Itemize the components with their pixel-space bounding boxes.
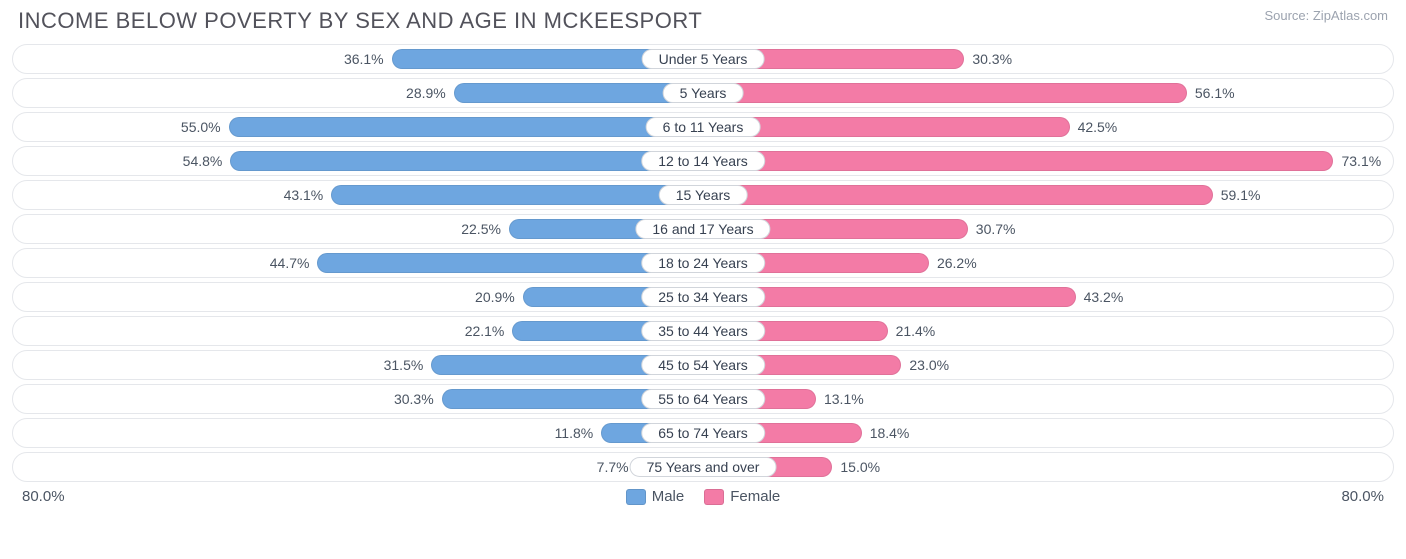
legend-item-male: Male [626,488,685,505]
male-value-label: 22.5% [461,221,501,237]
row-left-half: 11.8% [13,419,703,447]
male-bar [229,117,703,137]
chart-row: 54.8% 73.1% 12 to 14 Years [12,146,1394,176]
legend-label-female: Female [730,488,780,505]
female-value-label: 43.2% [1084,289,1124,305]
chart-rows: 36.1% 30.3% Under 5 Years 28.9% 56.1% 5 Years… [12,44,1394,482]
chart-footer: 80.0% Male Female 80.0% [12,482,1394,505]
male-value-label: 11.8% [555,425,594,441]
row-left-half: 36.1% [13,45,703,73]
row-right-half: 30.7% [703,215,1393,243]
row-right-half: 42.5% [703,113,1393,141]
legend-item-female: Female [704,488,780,505]
row-right-half: 21.4% [703,317,1393,345]
female-value-label: 21.4% [896,323,936,339]
female-value-label: 26.2% [937,255,977,271]
male-value-label: 28.9% [406,85,446,101]
legend: Male Female [626,488,781,505]
axis-end-left: 80.0% [22,488,65,505]
category-badge: 55 to 64 Years [641,389,765,409]
male-value-label: 22.1% [465,323,505,339]
row-left-half: 54.8% [13,147,703,175]
female-value-label: 13.1% [824,391,864,407]
chart-row: 7.7% 15.0% 75 Years and over [12,452,1394,482]
row-left-half: 28.9% [13,79,703,107]
male-value-label: 43.1% [284,187,324,203]
row-left-half: 44.7% [13,249,703,277]
category-badge: 5 Years [663,83,744,103]
male-value-label: 7.7% [597,459,629,475]
row-left-half: 20.9% [13,283,703,311]
category-badge: 45 to 54 Years [641,355,765,375]
female-value-label: 15.0% [840,459,880,475]
chart-row: 22.1% 21.4% 35 to 44 Years [12,316,1394,346]
row-right-half: 23.0% [703,351,1393,379]
row-left-half: 22.1% [13,317,703,345]
male-value-label: 54.8% [183,153,223,169]
category-badge: Under 5 Years [642,49,765,69]
row-left-half: 55.0% [13,113,703,141]
female-value-label: 56.1% [1195,85,1235,101]
category-badge: 18 to 24 Years [641,253,765,273]
female-value-label: 23.0% [909,357,949,373]
male-value-label: 36.1% [344,51,384,67]
chart-container: INCOME BELOW POVERTY BY SEX AND AGE IN M… [0,0,1406,511]
female-bar [703,151,1333,171]
row-right-half: 13.1% [703,385,1393,413]
male-value-label: 31.5% [384,357,424,373]
category-badge: 75 Years and over [630,457,777,477]
row-left-half: 31.5% [13,351,703,379]
category-badge: 6 to 11 Years [646,117,761,137]
row-right-half: 15.0% [703,453,1393,481]
category-badge: 65 to 74 Years [641,423,765,443]
male-value-label: 55.0% [181,119,221,135]
female-value-label: 30.3% [972,51,1012,67]
legend-swatch-male [626,489,646,505]
chart-row: 36.1% 30.3% Under 5 Years [12,44,1394,74]
female-bar [703,83,1187,103]
row-left-half: 22.5% [13,215,703,243]
legend-label-male: Male [652,488,685,505]
row-right-half: 43.2% [703,283,1393,311]
chart-row: 43.1% 59.1% 15 Years [12,180,1394,210]
female-value-label: 18.4% [870,425,910,441]
row-left-half: 30.3% [13,385,703,413]
chart-row: 20.9% 43.2% 25 to 34 Years [12,282,1394,312]
chart-row: 30.3% 13.1% 55 to 64 Years [12,384,1394,414]
row-right-half: 30.3% [703,45,1393,73]
category-badge: 12 to 14 Years [641,151,765,171]
female-value-label: 59.1% [1221,187,1261,203]
chart-source: Source: ZipAtlas.com [1264,8,1388,23]
legend-swatch-female [704,489,724,505]
category-badge: 15 Years [659,185,748,205]
chart-row: 28.9% 56.1% 5 Years [12,78,1394,108]
male-bar [230,151,703,171]
row-right-half: 18.4% [703,419,1393,447]
row-right-half: 26.2% [703,249,1393,277]
row-left-half: 7.7% [13,453,703,481]
row-right-half: 56.1% [703,79,1393,107]
female-value-label: 73.1% [1341,153,1381,169]
male-value-label: 44.7% [270,255,310,271]
chart-title: INCOME BELOW POVERTY BY SEX AND AGE IN M… [18,8,702,34]
chart-row: 55.0% 42.5% 6 to 11 Years [12,112,1394,142]
axis-end-right: 80.0% [1341,488,1384,505]
chart-header: INCOME BELOW POVERTY BY SEX AND AGE IN M… [12,8,1394,44]
male-value-label: 20.9% [475,289,515,305]
row-right-half: 73.1% [703,147,1393,175]
category-badge: 35 to 44 Years [641,321,765,341]
male-bar [331,185,703,205]
female-value-label: 30.7% [976,221,1016,237]
row-left-half: 43.1% [13,181,703,209]
female-bar [703,185,1213,205]
chart-row: 31.5% 23.0% 45 to 54 Years [12,350,1394,380]
female-value-label: 42.5% [1078,119,1118,135]
row-right-half: 59.1% [703,181,1393,209]
category-badge: 16 and 17 Years [635,219,770,239]
male-value-label: 30.3% [394,391,434,407]
category-badge: 25 to 34 Years [641,287,765,307]
chart-row: 11.8% 18.4% 65 to 74 Years [12,418,1394,448]
chart-row: 22.5% 30.7% 16 and 17 Years [12,214,1394,244]
chart-row: 44.7% 26.2% 18 to 24 Years [12,248,1394,278]
